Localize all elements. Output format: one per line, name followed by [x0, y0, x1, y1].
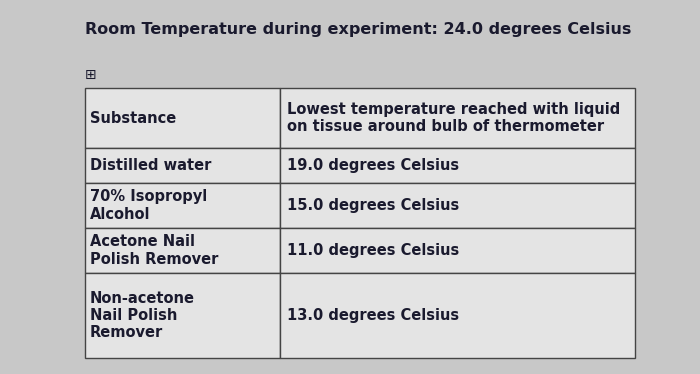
Bar — [85, 183, 280, 228]
Text: 13.0 degrees Celsius: 13.0 degrees Celsius — [287, 308, 459, 323]
Text: ⊞: ⊞ — [85, 68, 97, 82]
Text: Non-acetone
Nail Polish
Remover: Non-acetone Nail Polish Remover — [90, 291, 195, 340]
Text: Substance: Substance — [90, 110, 176, 126]
Bar — [280, 273, 635, 358]
Text: 19.0 degrees Celsius: 19.0 degrees Celsius — [287, 158, 459, 173]
Text: 11.0 degrees Celsius: 11.0 degrees Celsius — [287, 243, 459, 258]
Bar — [280, 228, 635, 273]
Text: 15.0 degrees Celsius: 15.0 degrees Celsius — [287, 198, 459, 213]
Bar — [85, 228, 280, 273]
Text: Room Temperature during experiment: 24.0 degrees Celsius: Room Temperature during experiment: 24.0… — [85, 22, 631, 37]
Bar — [280, 148, 635, 183]
Bar — [280, 88, 635, 148]
Bar — [85, 88, 280, 148]
Bar — [85, 148, 280, 183]
Bar — [85, 273, 280, 358]
Text: 70% Isopropyl
Alcohol: 70% Isopropyl Alcohol — [90, 189, 207, 222]
Text: Lowest temperature reached with liquid
on tissue around bulb of thermometer: Lowest temperature reached with liquid o… — [287, 102, 620, 134]
Text: Acetone Nail
Polish Remover: Acetone Nail Polish Remover — [90, 234, 218, 267]
Bar — [280, 183, 635, 228]
Text: Distilled water: Distilled water — [90, 158, 211, 173]
